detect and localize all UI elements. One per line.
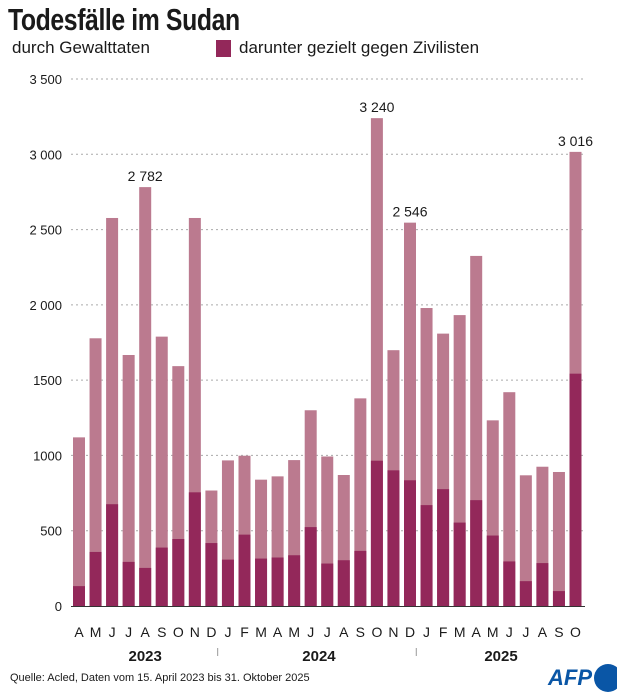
afp-logo-text: AFP [548, 665, 592, 690]
legend-civilians-swatch [216, 39, 231, 57]
bar-total [552, 471, 565, 606]
bar-total [155, 336, 168, 606]
x-tick-label: S [554, 624, 563, 640]
bar-civilians [238, 534, 251, 606]
x-tick-label: J [224, 624, 231, 640]
bar-civilians [89, 551, 102, 606]
data-label: 3 240 [359, 99, 394, 115]
bar-civilians [304, 527, 317, 606]
legend-total-label: durch Gewalttaten [12, 38, 150, 57]
afp-logo: AFP [548, 664, 617, 692]
bar-civilians [486, 535, 499, 606]
bar-civilians [139, 567, 152, 606]
x-tick-label: D [405, 624, 415, 640]
x-tick-label: A [74, 624, 84, 640]
bar-civilians [387, 470, 400, 606]
bar-civilians [404, 480, 416, 606]
year-label: 2024 [302, 648, 336, 665]
bar-civilians [437, 489, 450, 606]
afp-logo-circle-icon [594, 664, 617, 692]
x-tick-label: N [388, 624, 398, 640]
x-tick-label: M [255, 624, 267, 640]
x-tick-label: J [324, 624, 331, 640]
bar-total [255, 479, 268, 606]
x-tick-label: O [173, 624, 184, 640]
y-tick-label: 1000 [33, 448, 62, 463]
x-tick-label: A [538, 624, 548, 640]
bar-civilians [155, 547, 168, 606]
bar-civilians [519, 581, 532, 606]
data-label: 3 016 [558, 133, 593, 149]
data-label: 2 546 [392, 204, 427, 220]
y-tick-label: 1500 [33, 373, 62, 388]
x-tick-label: A [339, 624, 349, 640]
bar-civilians [106, 504, 119, 606]
x-tick-label: A [472, 624, 482, 640]
bar-total [89, 338, 102, 606]
source-note: Quelle: Acled, Daten vom 15. April 2023 … [10, 672, 310, 684]
year-label: 2025 [484, 648, 517, 665]
bar-total [73, 437, 85, 606]
x-tick-label: J [307, 624, 314, 640]
x-tick-label: M [487, 624, 499, 640]
bar-civilians [337, 560, 350, 606]
x-tick-label: O [371, 624, 382, 640]
bar-civilians [552, 591, 565, 606]
bar-civilians [420, 505, 433, 606]
bar-civilians [569, 373, 582, 606]
bar-civilians [271, 557, 284, 606]
bar-civilians [205, 543, 218, 606]
x-tick-label: N [190, 624, 200, 640]
bar-civilians [188, 492, 201, 606]
x-tick-label: J [423, 624, 430, 640]
bar-civilians [221, 559, 234, 606]
chart-title: Todesfälle im Sudan [8, 2, 240, 37]
x-tick-label: J [506, 624, 513, 640]
bar-civilians [288, 555, 301, 606]
bar-civilians [172, 538, 185, 606]
x-tick-label: M [288, 624, 300, 640]
x-tick-label: S [157, 624, 166, 640]
y-tick-label: 0 [55, 599, 62, 614]
bar-civilians [370, 460, 383, 606]
bar-civilians [354, 550, 367, 606]
bar-total [122, 354, 135, 606]
y-tick-label: 3 000 [29, 147, 62, 162]
x-tick-label: M [90, 624, 102, 640]
x-tick-label: J [125, 624, 132, 640]
bar-civilians [536, 563, 549, 606]
bar-total [519, 475, 532, 606]
x-tick-label: M [454, 624, 466, 640]
bar-civilians [453, 522, 466, 606]
bar-total [503, 392, 516, 606]
legend-civilians: darunter gezielt gegen Zivilisten [216, 38, 479, 58]
x-tick-label: F [439, 624, 448, 640]
x-tick-label: O [570, 624, 581, 640]
legend-civilians-label: darunter gezielt gegen Zivilisten [239, 38, 480, 57]
x-tick-label: J [109, 624, 116, 640]
bar-total [139, 187, 152, 606]
bar-civilians [470, 500, 483, 606]
y-tick-label: 3 500 [29, 72, 62, 87]
x-tick-label: J [522, 624, 529, 640]
x-tick-label: F [240, 624, 249, 640]
x-tick-label: A [141, 624, 151, 640]
y-tick-label: 500 [40, 524, 62, 539]
data-label: 2 782 [128, 168, 163, 184]
y-tick-label: 2 500 [29, 223, 62, 238]
year-label: 2023 [129, 648, 162, 665]
bar-civilians [122, 561, 135, 606]
bar-civilians [321, 563, 334, 606]
bar-civilians [255, 558, 268, 606]
x-tick-label: D [206, 624, 216, 640]
y-tick-label: 2 000 [29, 298, 62, 313]
x-tick-label: A [273, 624, 283, 640]
bar-civilians [73, 586, 85, 606]
x-tick-label: S [356, 624, 365, 640]
bar-civilians [503, 561, 516, 606]
